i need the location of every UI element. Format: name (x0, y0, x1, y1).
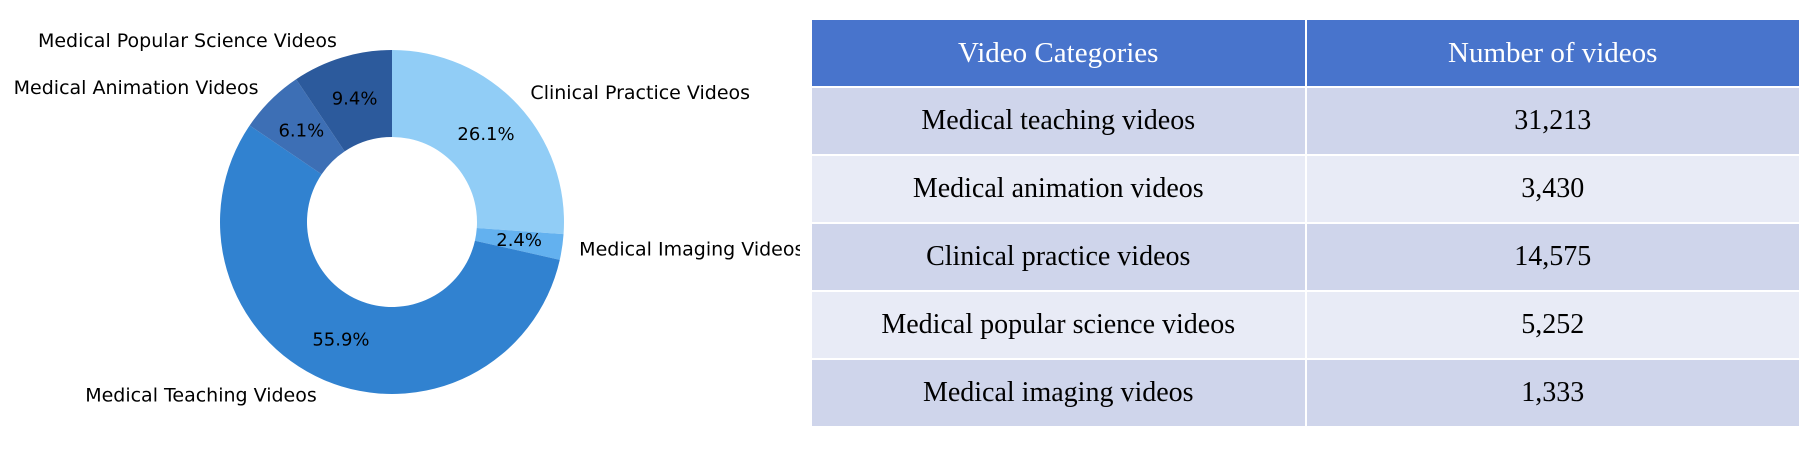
table-row: Medical animation videos 3,430 (810, 154, 1801, 224)
table-row: Clinical practice videos 14,575 (810, 222, 1801, 292)
video-stats-table: Video Categories Number of videos Medica… (810, 18, 1801, 428)
table-cell-category: Medical popular science videos (810, 290, 1307, 360)
donut-category-label: Medical Imaging Videos (579, 239, 800, 261)
donut-percent-label: 26.1% (457, 124, 514, 145)
table-cell-category: Medical imaging videos (810, 358, 1307, 428)
table-cell-category: Medical teaching videos (810, 86, 1307, 156)
donut-slice-medical-teaching-videos (219, 125, 560, 395)
table-cell-category: Clinical practice videos (810, 222, 1307, 292)
donut-slice-medical-animation-videos (249, 79, 345, 175)
table-cell-count: 5,252 (1304, 290, 1801, 360)
table-row: Medical teaching videos 31,213 (810, 86, 1801, 156)
table-header-row: Video Categories Number of videos (810, 18, 1801, 88)
donut-percent-label: 2.4% (496, 230, 542, 251)
donut-category-label: Clinical Practice Videos (530, 82, 750, 104)
donut-percent-label: 9.4% (332, 89, 378, 110)
table-cell-count: 1,333 (1304, 358, 1801, 428)
table-cell-category: Medical animation videos (810, 154, 1307, 224)
donut-chart: 26.1% Clinical Practice Videos 2.4% Medical… (0, 0, 800, 449)
donut-slice-clinical-practice-videos (392, 50, 564, 235)
donut-chart-svg: 26.1% Clinical Practice Videos 2.4% Medical… (14, 30, 800, 407)
header-number-of-videos: Number of videos (1304, 18, 1801, 88)
donut-category-label: Medical Teaching Videos (85, 385, 317, 407)
donut-percent-label: 55.9% (312, 329, 369, 350)
donut-slice-medical-imaging-videos (474, 228, 564, 260)
donut-category-label: Medical Animation Videos (14, 77, 259, 99)
header-video-categories: Video Categories (810, 18, 1307, 88)
table-cell-count: 14,575 (1304, 222, 1801, 292)
donut-percent-label: 6.1% (278, 120, 324, 141)
donut-slice-medical-popular-science-videos (296, 50, 392, 152)
table-row: Medical popular science videos 5,252 (810, 290, 1801, 360)
table-row: Medical imaging videos 1,333 (810, 358, 1801, 428)
table-cell-count: 31,213 (1304, 86, 1801, 156)
table-cell-count: 3,430 (1304, 154, 1801, 224)
donut-category-label: Medical Popular Science Videos (38, 30, 337, 52)
